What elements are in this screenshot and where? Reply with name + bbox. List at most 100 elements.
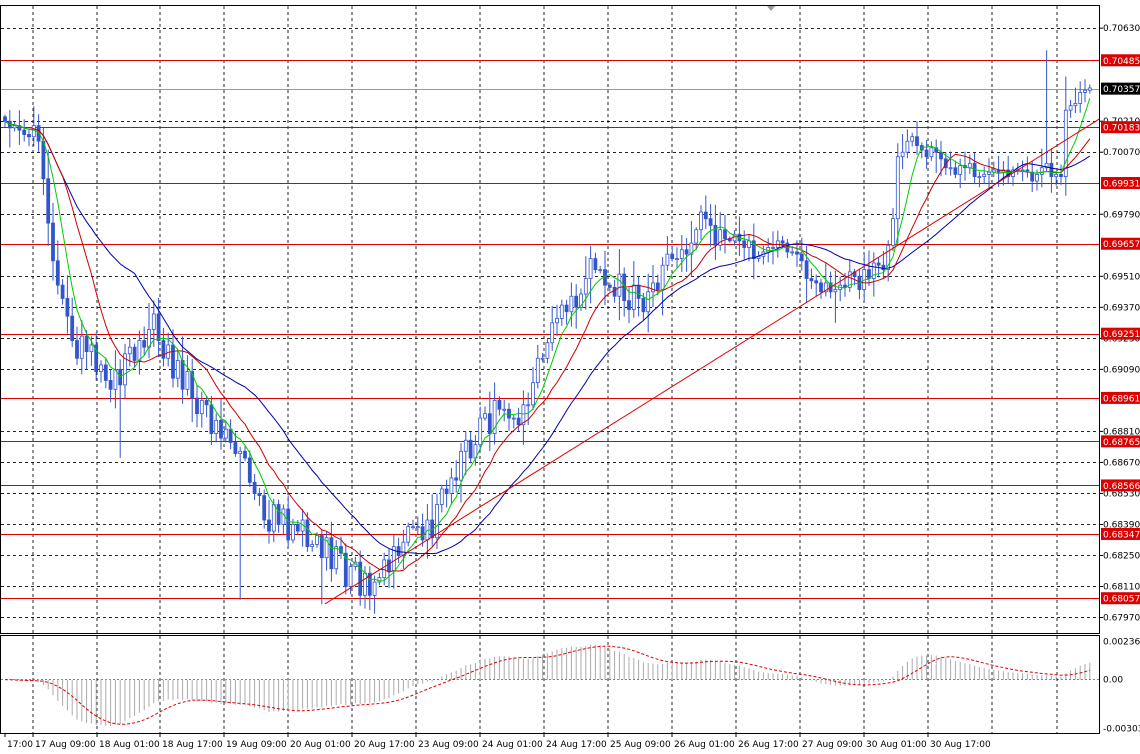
- scroll-marker-icon[interactable]: [767, 6, 775, 11]
- candle: [958, 158, 963, 188]
- candle: [94, 332, 99, 381]
- candle-body: [1030, 171, 1035, 182]
- candle: [492, 382, 497, 445]
- candle-body: [463, 439, 468, 452]
- candle-body: [574, 295, 579, 308]
- candle-body: [209, 404, 214, 435]
- candle-body: [502, 408, 507, 411]
- candle: [17, 110, 22, 145]
- candle-body: [531, 382, 535, 406]
- time-tick-label: 17:00: [7, 740, 33, 750]
- candle-body: [886, 244, 891, 271]
- candle-body: [243, 450, 247, 459]
- candle: [310, 540, 315, 552]
- candle: [819, 278, 823, 299]
- time-tick-label: 20 Aug 01:00: [290, 740, 351, 750]
- candle-body: [823, 282, 828, 293]
- candle-body: [636, 284, 641, 299]
- price-tick-label: 0.67970: [1103, 613, 1140, 623]
- candle: [1030, 161, 1035, 193]
- candle-body: [319, 535, 324, 559]
- level-label-bg: [1101, 121, 1140, 134]
- time-tick-label: 30 Aug 01:00: [866, 740, 927, 750]
- candle-body: [579, 293, 583, 308]
- candle-body: [1083, 89, 1087, 93]
- candle: [804, 245, 809, 303]
- candle-body: [977, 176, 982, 178]
- candle: [195, 385, 199, 428]
- candle-body: [987, 171, 991, 175]
- price-tick-label: 0.68390: [1103, 520, 1140, 530]
- candle-body: [1068, 105, 1073, 111]
- candle: [142, 326, 147, 356]
- candle-body: [60, 284, 65, 299]
- candle: [319, 529, 324, 605]
- price-axis[interactable]: 0.706300.702100.700700.697900.695100.693…: [1099, 24, 1140, 623]
- candle-body: [641, 298, 646, 313]
- price-tick-label: 0.68530: [1103, 489, 1140, 499]
- candle: [406, 522, 411, 547]
- candle-body: [958, 165, 963, 175]
- candle: [454, 460, 459, 493]
- candle: [569, 282, 574, 327]
- osc-tick-label: -0.00303: [1103, 725, 1140, 735]
- candle: [185, 355, 190, 396]
- candle: [574, 284, 579, 329]
- candle-body: [843, 284, 847, 288]
- candle: [27, 129, 31, 147]
- candle: [171, 329, 175, 388]
- candle-body: [449, 477, 454, 494]
- candle-body: [363, 572, 367, 596]
- candle-body: [924, 149, 929, 158]
- candle-body: [228, 428, 233, 443]
- level-label-bg: [1101, 177, 1140, 190]
- candle: [55, 240, 60, 295]
- trend-line[interactable]: [324, 118, 1100, 605]
- candle: [324, 531, 329, 571]
- candle-body: [199, 399, 204, 415]
- candle: [113, 350, 118, 409]
- candle-body: [94, 344, 99, 372]
- candle-body: [795, 251, 799, 255]
- candle: [689, 221, 694, 277]
- ma-slow-line: [4, 120, 1091, 555]
- candle: [267, 499, 271, 544]
- candle-body: [36, 125, 41, 142]
- candle-body: [156, 313, 161, 341]
- candle-body: [185, 371, 190, 390]
- time-tick-label: 20 Aug 17:00: [354, 740, 415, 750]
- candle-body: [660, 264, 665, 290]
- level-label: 0.68566: [1103, 482, 1140, 492]
- candle-body: [31, 125, 36, 138]
- candle-body: [612, 286, 617, 297]
- candle: [559, 299, 564, 327]
- candle-body: [915, 136, 919, 146]
- candle-body: [651, 282, 655, 293]
- candle: [886, 240, 891, 282]
- candle-body: [247, 457, 252, 483]
- candle: [372, 575, 377, 614]
- candle: [1049, 148, 1054, 193]
- candle-body: [814, 280, 819, 284]
- candle-body: [411, 526, 415, 529]
- candle-body: [444, 488, 449, 494]
- candle: [612, 279, 617, 303]
- time-axis[interactable]: 17:00 17 Aug 09:00 18 Aug 01:00 18 Aug 17:0…: [4, 733, 991, 750]
- candle-body: [70, 315, 75, 341]
- candle: [1078, 81, 1083, 113]
- candle: [411, 519, 415, 530]
- candle-body: [214, 419, 219, 435]
- oscillator-plot-frame: [0, 635, 1100, 734]
- candle: [1073, 87, 1078, 114]
- level-label: 0.68961: [1103, 394, 1140, 404]
- candle-body: [679, 249, 684, 259]
- candle-body: [204, 399, 209, 406]
- candle: [521, 390, 526, 445]
- candle-body: [833, 289, 838, 293]
- candle-body: [1078, 92, 1083, 104]
- candle-body: [718, 229, 723, 246]
- candle: [795, 240, 799, 267]
- current-price-label: 0.70357: [1103, 85, 1140, 95]
- candle: [646, 273, 651, 333]
